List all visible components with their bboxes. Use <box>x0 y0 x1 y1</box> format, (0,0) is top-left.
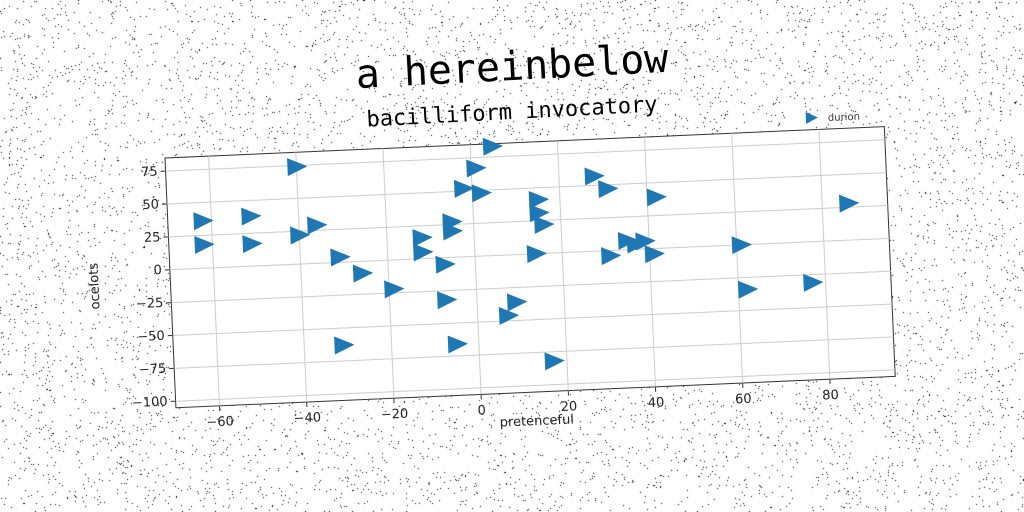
y-gridline <box>168 204 888 238</box>
x-tick-label: 20 <box>560 399 577 415</box>
data-point <box>334 336 355 355</box>
y-gridline <box>171 270 891 304</box>
data-point <box>442 222 464 241</box>
data-point <box>307 216 328 235</box>
y-tick-label: 25 <box>144 230 161 246</box>
data-point <box>838 194 860 213</box>
data-point <box>646 188 667 207</box>
data-point <box>498 306 520 325</box>
y-gridline <box>165 139 885 172</box>
x-tick-label: 0 <box>477 403 486 418</box>
data-point <box>413 243 434 262</box>
data-point <box>384 280 405 299</box>
x-gridline <box>208 156 220 406</box>
data-point <box>584 167 605 186</box>
x-gridline <box>295 152 308 403</box>
x-tick-label: −40 <box>293 410 321 426</box>
x-gridline <box>556 140 569 391</box>
data-point <box>471 184 492 203</box>
data-point <box>352 264 374 283</box>
x-gridline <box>644 137 656 387</box>
data-point <box>482 137 504 156</box>
data-point <box>803 273 824 292</box>
data-point <box>731 236 752 255</box>
x-axis-label: pretenceful <box>499 412 574 430</box>
data-point <box>242 235 263 254</box>
legend-marker <box>805 112 818 125</box>
y-tick-label: 50 <box>142 197 159 213</box>
y-tick-label: −50 <box>137 329 165 345</box>
x-tick-label: −60 <box>206 414 234 430</box>
y-gridline <box>174 336 894 369</box>
y-axis-label: ocelots <box>87 262 104 309</box>
x-gridline <box>382 148 395 399</box>
data-point <box>194 235 215 254</box>
y-gridline <box>175 369 895 402</box>
data-point <box>737 280 759 299</box>
legend-label: durion <box>828 112 860 124</box>
data-point <box>526 245 548 264</box>
data-point <box>241 207 262 226</box>
x-tick-label: 60 <box>735 392 752 408</box>
x-gridline <box>818 129 831 380</box>
data-point <box>412 229 433 248</box>
data-point <box>601 247 622 266</box>
y-tick-label: −25 <box>136 296 164 312</box>
data-point <box>287 158 308 177</box>
data-point <box>435 255 456 274</box>
data-point <box>598 180 619 199</box>
plot-area <box>164 126 896 409</box>
data-point <box>447 335 469 354</box>
data-point <box>193 212 214 231</box>
data-point <box>453 179 475 198</box>
y-tick-label: 0 <box>153 263 162 278</box>
data-point <box>644 245 666 264</box>
data-point <box>534 215 555 234</box>
x-gridline <box>731 133 744 384</box>
y-tick-label: −100 <box>132 395 168 412</box>
data-point <box>544 352 565 371</box>
data-point <box>506 293 528 312</box>
data-point <box>528 191 550 210</box>
data-point <box>635 232 656 251</box>
x-tick-label: 40 <box>648 395 665 411</box>
y-gridline <box>166 172 887 205</box>
y-gridline <box>172 303 893 336</box>
legend: durion <box>805 112 860 125</box>
data-point <box>466 159 487 178</box>
data-point <box>436 291 458 310</box>
y-tick-label: −75 <box>138 362 166 378</box>
data-point <box>330 248 351 267</box>
data-point <box>290 226 311 245</box>
y-tick-label: 75 <box>141 165 158 181</box>
x-tick-label: 80 <box>822 388 839 404</box>
x-tick-label: −20 <box>381 407 409 423</box>
